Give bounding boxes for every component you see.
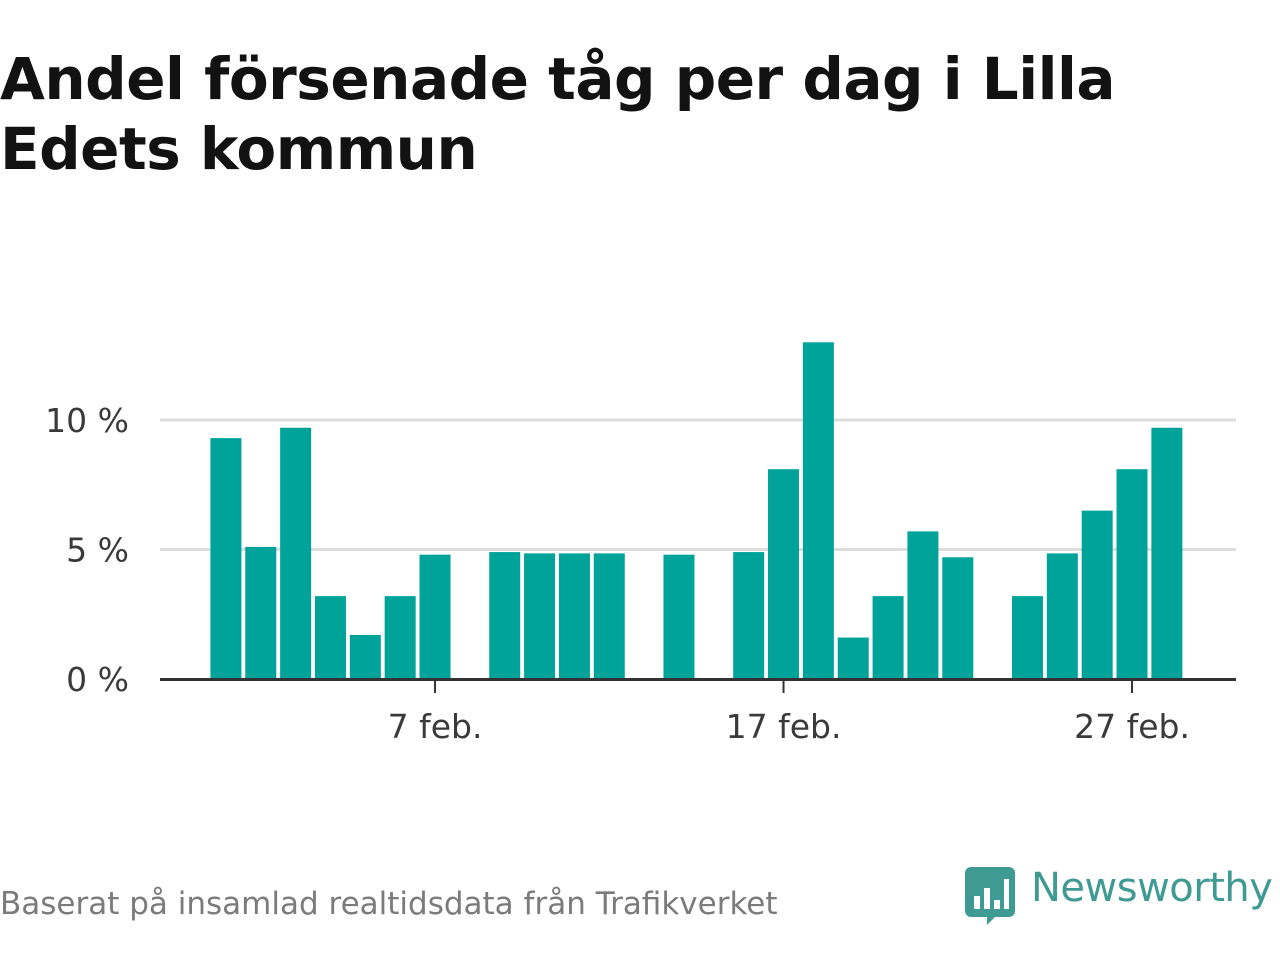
bar xyxy=(349,634,381,679)
bar xyxy=(245,546,277,679)
bar xyxy=(314,596,346,679)
bar xyxy=(1116,469,1148,679)
gridlines xyxy=(160,418,1236,551)
bar xyxy=(419,554,451,679)
bar xyxy=(663,554,695,679)
newsworthy-chart-icon xyxy=(965,867,1015,925)
bar xyxy=(1151,427,1183,679)
bar xyxy=(802,342,834,679)
x-tick-label: 7 feb. xyxy=(388,707,483,746)
tick-labels: 0 % 5 % 10 % 7 feb. 17 feb. 27 feb. xyxy=(45,401,1190,746)
bar xyxy=(593,553,625,679)
bar xyxy=(1011,596,1043,679)
bar xyxy=(280,427,312,679)
bar xyxy=(907,531,939,679)
bar xyxy=(872,596,904,679)
bar xyxy=(1081,510,1113,679)
x-tick-label: 17 feb. xyxy=(726,707,842,746)
bar xyxy=(210,438,242,679)
x-tick-label: 27 feb. xyxy=(1074,707,1190,746)
newsworthy-logo: Newsworthy xyxy=(965,865,1280,927)
bar xyxy=(384,596,416,679)
bar xyxy=(524,553,556,679)
bars xyxy=(210,342,1183,679)
bar xyxy=(733,552,765,679)
brand-name: Newsworthy xyxy=(1031,865,1273,911)
bar xyxy=(489,552,521,679)
chart-title: Andel försenade tåg per dag i Lilla Edet… xyxy=(0,45,1116,183)
y-tick-label: 10 % xyxy=(45,401,129,440)
source-note: Baserat på insamlad realtidsdata från Tr… xyxy=(0,886,778,922)
x-axis xyxy=(160,678,1236,693)
bar xyxy=(837,637,869,679)
bar xyxy=(768,469,800,679)
bar xyxy=(942,557,974,679)
bar xyxy=(1046,553,1078,679)
y-tick-label: 5 % xyxy=(66,531,129,570)
y-tick-label: 0 % xyxy=(66,660,129,699)
bar xyxy=(558,553,590,679)
